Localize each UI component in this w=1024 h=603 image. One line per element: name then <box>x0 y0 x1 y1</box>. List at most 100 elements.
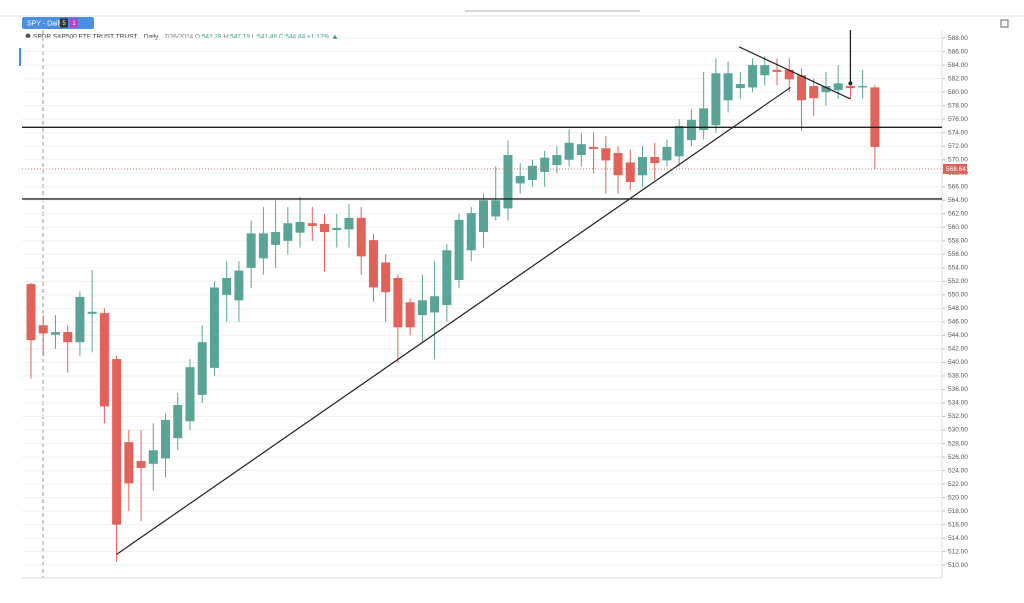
ohlc-label: C: <box>279 33 286 40</box>
candle-body <box>148 450 158 464</box>
y-tick-label: 584.00 <box>948 62 968 69</box>
y-tick-label: 564.00 <box>948 197 968 204</box>
candle-body <box>662 146 672 161</box>
candle-body <box>234 270 244 301</box>
candle-body <box>491 200 501 217</box>
candle-body <box>540 157 550 172</box>
y-tick-label: 586.00 <box>948 48 968 55</box>
candle-body <box>332 227 342 231</box>
candle-body <box>796 75 806 101</box>
candle-body <box>185 367 195 422</box>
y-tick-label: 540.00 <box>948 359 968 366</box>
candle-body <box>161 419 171 459</box>
candle-body <box>197 342 207 395</box>
candle-body <box>50 332 60 335</box>
y-tick-label: 544.00 <box>948 332 968 339</box>
candle-body <box>527 165 537 181</box>
y-tick-label: 534.00 <box>948 400 968 407</box>
y-tick-label: 536.00 <box>948 386 968 393</box>
y-tick-label: 580.00 <box>948 89 968 96</box>
candle-body <box>686 119 696 141</box>
candle-body <box>246 233 256 268</box>
symbol-icon <box>25 33 31 39</box>
candle-body <box>430 296 440 313</box>
candle-body <box>699 108 709 131</box>
candle-body <box>723 73 733 101</box>
candle-body <box>136 461 146 468</box>
ohlc-value: 541.49 <box>257 33 277 40</box>
badge <box>70 18 78 28</box>
candle-body <box>674 125 684 157</box>
y-tick-label: 510.00 <box>948 562 968 569</box>
y-tick-label: 516.00 <box>948 521 968 528</box>
last-price-tag <box>943 163 967 174</box>
badge-label: 5 <box>62 21 66 27</box>
y-tick-label: 574.00 <box>948 129 968 136</box>
candle-body <box>381 262 391 293</box>
y-tick-label: 558.00 <box>948 238 968 245</box>
candle-body <box>515 175 525 184</box>
legend-date: 7/26/2024 <box>164 33 193 40</box>
sidebar-indicator <box>19 48 21 66</box>
candle-body <box>638 157 647 176</box>
badge-label: 1 <box>72 21 76 27</box>
candle-body <box>735 84 745 89</box>
candle-body <box>173 405 183 439</box>
y-tick-label: 576.00 <box>948 116 968 123</box>
settings-icon[interactable] <box>1000 19 1009 28</box>
y-tick-label: 560.00 <box>948 224 968 231</box>
trend-line <box>116 86 791 555</box>
candle-body <box>99 313 109 407</box>
candle-body <box>821 86 831 93</box>
candle-body <box>112 359 122 525</box>
candle-body <box>124 442 134 484</box>
y-tick-label: 512.00 <box>948 548 968 555</box>
y-tick-label: 538.00 <box>948 373 968 380</box>
top-bar <box>0 0 1024 16</box>
candle-body <box>295 221 305 233</box>
y-tick-label: 530.00 <box>948 427 968 434</box>
ohlc-value: 544.44 <box>285 33 305 40</box>
y-tick-label: 524.00 <box>948 467 968 474</box>
candle-body <box>503 155 513 209</box>
y-tick-label: 554.00 <box>948 265 968 272</box>
y-tick-label: 566.00 <box>948 183 968 190</box>
y-tick-label: 562.00 <box>948 211 968 218</box>
y-tick-label: 546.00 <box>948 319 968 326</box>
y-tick-label: 522.00 <box>948 481 968 488</box>
candle-body <box>833 83 843 91</box>
candle-body <box>625 162 635 183</box>
candle-body <box>320 223 330 233</box>
candle-body <box>26 284 36 341</box>
y-tick-label: 542.00 <box>948 346 968 353</box>
candle-body <box>454 219 464 281</box>
candle-body <box>784 69 794 80</box>
y-tick-label: 520.00 <box>948 494 968 501</box>
candle-body <box>222 277 232 295</box>
candle-body <box>283 223 293 241</box>
change: +1.12% <box>307 33 329 40</box>
trend-line <box>738 46 851 100</box>
ohlc-label: L: <box>252 33 258 40</box>
ohlc-value: 547.19 <box>230 33 250 40</box>
candle-body <box>552 155 562 166</box>
legend: SPDR S&P500 ETF TRUST TRUST... Daily 7/2… <box>33 33 329 40</box>
candle-body <box>393 277 403 328</box>
candle-body <box>479 200 489 233</box>
candle-body <box>405 302 415 328</box>
candle-body <box>209 287 219 368</box>
y-tick-label: 528.00 <box>948 440 968 447</box>
candle-body <box>368 240 378 288</box>
y-tick-label: 582.00 <box>948 75 968 82</box>
candle-body <box>356 217 366 257</box>
ohlc-label: H: <box>223 33 230 40</box>
candle-body <box>858 86 868 88</box>
y-tick-label: 578.00 <box>948 102 968 109</box>
legend-title: SPDR S&P500 ETF TRUST TRUST... <box>33 33 142 40</box>
candle-body <box>748 65 758 88</box>
legend-interval: Daily <box>144 33 159 40</box>
y-tick-label: 552.00 <box>948 278 968 285</box>
y-tick-label: 514.00 <box>948 535 968 542</box>
